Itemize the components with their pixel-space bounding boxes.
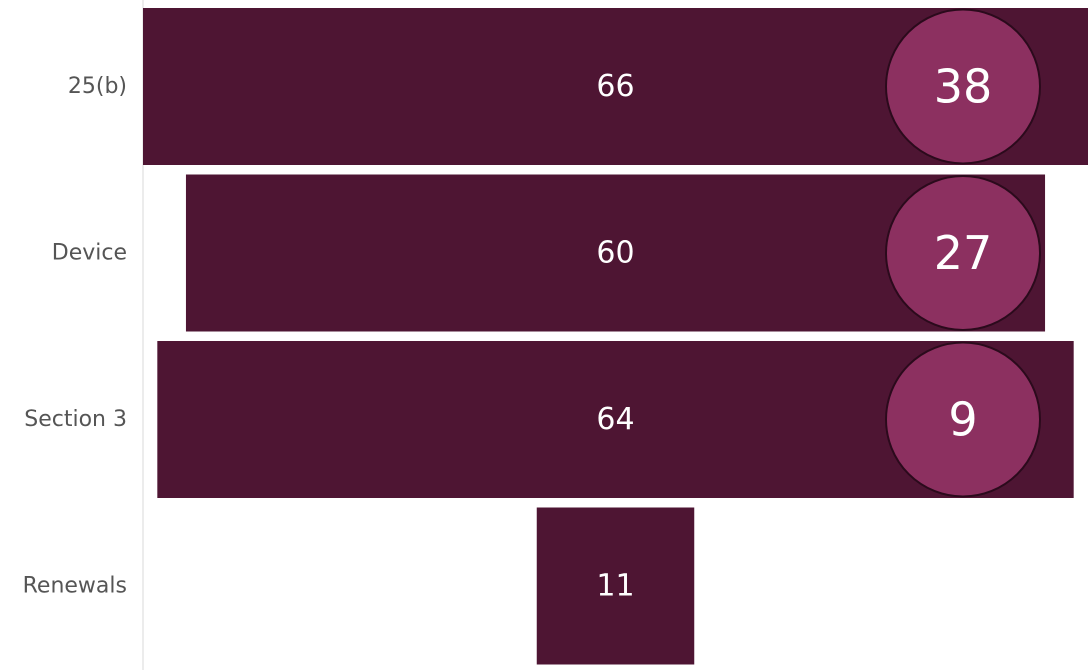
bubble-1 xyxy=(885,175,1041,331)
bar-value-label: 60 xyxy=(596,236,634,271)
bubble-2 xyxy=(885,341,1041,498)
bubble-value-label: 9 xyxy=(948,393,977,447)
bar-labels-layer: 66 60 64 11 xyxy=(596,69,634,604)
bubble-0 xyxy=(885,8,1041,165)
bar-value-label: 66 xyxy=(596,69,634,104)
bar-value-label: 64 xyxy=(596,402,634,437)
category-label: Section 3 xyxy=(24,407,127,432)
bubble-value-label: 38 xyxy=(934,60,993,114)
category-labels-layer: 25(b) Device Section 3 Renewals xyxy=(23,74,127,599)
bubble-value-label: 27 xyxy=(934,226,993,280)
bar-value-label: 11 xyxy=(596,569,634,604)
bar-3 xyxy=(536,507,695,665)
category-label: Renewals xyxy=(23,574,127,599)
category-label: Device xyxy=(52,241,127,266)
bubbles-layer: 38 27 9 xyxy=(885,8,1041,498)
category-label: 25(b) xyxy=(68,74,127,99)
